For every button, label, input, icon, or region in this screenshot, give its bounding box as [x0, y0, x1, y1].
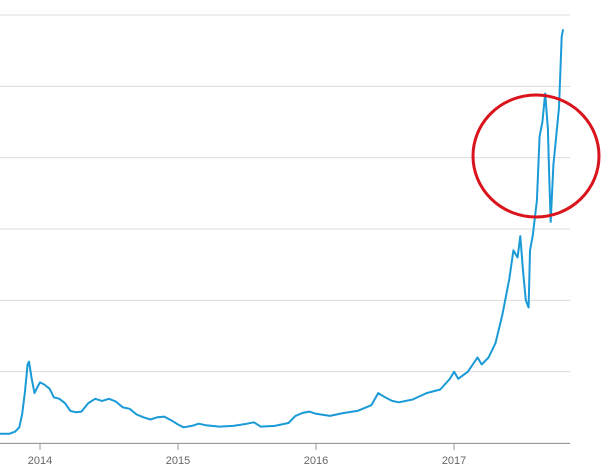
x-tick-label: 2016: [304, 455, 328, 467]
price-line: [0, 29, 565, 435]
x-tick-label: 2017: [442, 455, 466, 467]
highlight-circle: [471, 93, 601, 219]
x-tick-label: 2015: [166, 455, 190, 467]
x-tick-label: 2014: [28, 455, 52, 467]
